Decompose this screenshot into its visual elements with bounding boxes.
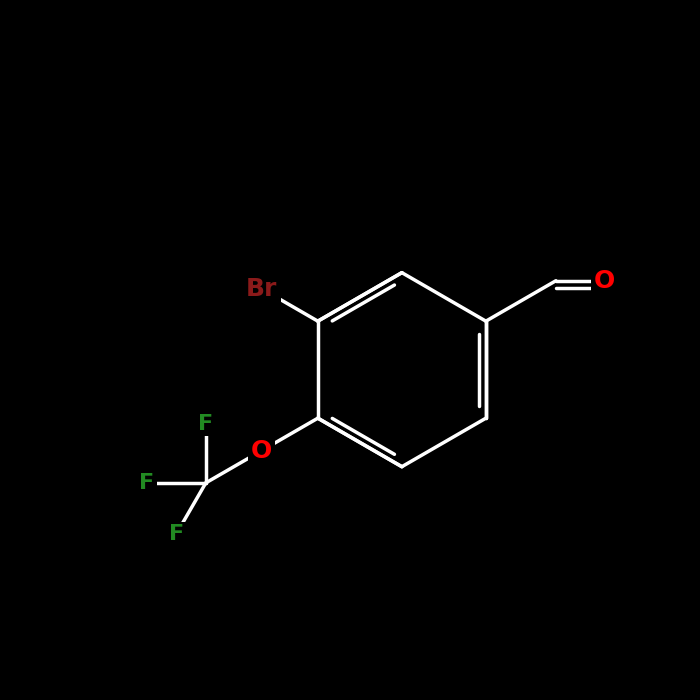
Text: O: O [594, 269, 615, 293]
Text: Br: Br [246, 276, 277, 301]
Text: F: F [169, 524, 183, 544]
Text: O: O [251, 438, 272, 463]
Text: F: F [139, 473, 154, 493]
Text: F: F [198, 414, 214, 433]
